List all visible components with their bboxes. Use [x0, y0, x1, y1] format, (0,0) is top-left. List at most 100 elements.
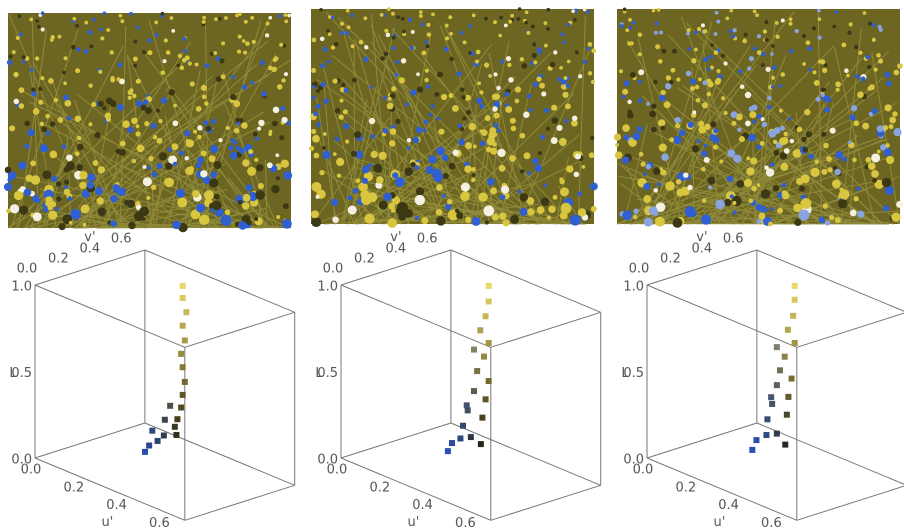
point: [485, 298, 492, 305]
flower: [774, 21, 779, 25]
flower: [338, 114, 344, 120]
flower: [618, 69, 624, 74]
u-tick-label: 0.6: [761, 516, 782, 529]
flower: [339, 30, 345, 35]
flower: [802, 146, 809, 153]
flower: [849, 114, 856, 121]
flower: [837, 198, 848, 209]
grass: [641, 139, 888, 225]
flower: [566, 59, 571, 64]
flower: [587, 71, 593, 76]
flower: [540, 134, 546, 140]
flower: [424, 77, 429, 83]
flower: [448, 15, 453, 20]
point: [777, 367, 783, 374]
flower: [586, 10, 590, 14]
flower: [690, 86, 695, 91]
flower: [129, 11, 133, 16]
flower: [871, 170, 879, 178]
flower: [256, 126, 262, 131]
flower: [426, 22, 431, 27]
flower: [498, 164, 506, 172]
grass: [391, 28, 573, 225]
flower: [370, 133, 376, 139]
flower: [703, 57, 709, 63]
point: [142, 448, 149, 455]
flower: [18, 87, 25, 93]
flower: [36, 24, 41, 29]
flower: [687, 47, 691, 51]
flower: [282, 203, 289, 210]
flower: [550, 137, 558, 145]
point: [160, 432, 167, 439]
flower: [110, 77, 116, 83]
flower: [703, 29, 708, 34]
flower: [571, 115, 578, 121]
flower: [569, 214, 581, 226]
grass: [339, 88, 508, 225]
flower: [551, 104, 558, 111]
box-edge: [646, 457, 797, 521]
flower: [824, 106, 831, 113]
flower: [780, 162, 789, 171]
l-axis-label: L: [621, 366, 629, 381]
flower: [117, 62, 123, 68]
grass: [686, 131, 794, 225]
flower: [147, 50, 153, 56]
flower: [574, 50, 579, 55]
flower: [38, 86, 43, 92]
flower: [460, 87, 465, 93]
flower: [136, 144, 145, 153]
flower: [336, 173, 342, 178]
flower: [779, 152, 788, 160]
flower: [733, 154, 742, 163]
flower: [351, 77, 358, 83]
flower: [767, 95, 772, 101]
flower: [258, 119, 265, 127]
flower: [11, 50, 16, 55]
flower: [561, 83, 568, 90]
flower: [514, 86, 522, 93]
flower: [703, 143, 708, 148]
flower: [760, 51, 766, 57]
u-axis-label: u': [101, 515, 113, 529]
flower: [319, 36, 325, 42]
flower: [248, 191, 258, 202]
flower: [184, 130, 191, 137]
grass: [637, 37, 682, 225]
l-tick-label: 1.0: [11, 280, 32, 295]
v-tick-label: 0.6: [111, 232, 132, 247]
flower: [419, 10, 423, 14]
flower: [55, 181, 62, 187]
flower: [653, 30, 658, 35]
flower: [24, 120, 31, 127]
flower: [691, 58, 697, 64]
flower: [484, 16, 488, 21]
flower: [627, 41, 632, 46]
flower: [45, 113, 50, 119]
flower: [637, 79, 642, 84]
flower: [200, 150, 207, 157]
flower: [245, 184, 253, 192]
box-edge: [646, 284, 797, 348]
flower: [499, 59, 504, 64]
flower: [590, 205, 597, 212]
flower: [117, 103, 125, 111]
flower: [176, 63, 181, 68]
flower: [764, 20, 769, 25]
flower: [339, 21, 345, 26]
flower: [464, 165, 472, 173]
flower: [507, 62, 512, 68]
flower: [628, 138, 637, 147]
flower: [283, 13, 288, 17]
flower: [283, 72, 288, 77]
flower: [468, 122, 477, 131]
flower: [139, 206, 150, 217]
flower: [472, 144, 477, 149]
flower: [751, 104, 758, 111]
flower: [530, 24, 535, 29]
u-tick-label: 0.6: [149, 516, 170, 529]
flower: [328, 15, 332, 19]
flower: [524, 10, 529, 15]
flower: [896, 200, 904, 208]
